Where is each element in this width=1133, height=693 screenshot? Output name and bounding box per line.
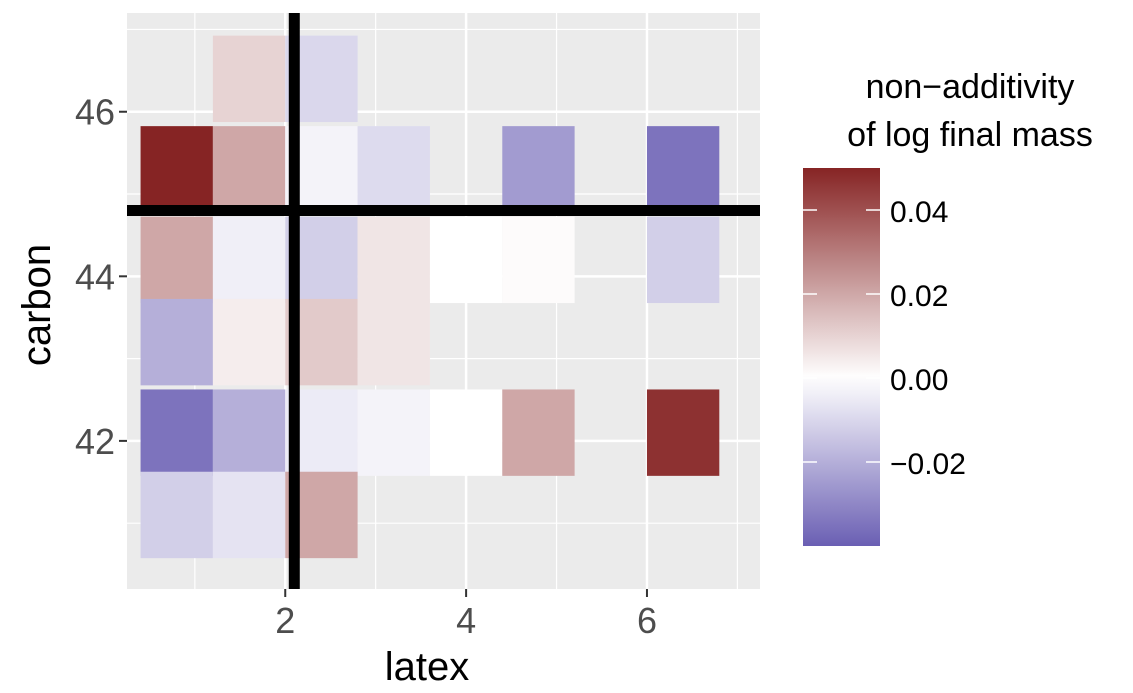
heatmap-cell [502,126,575,213]
legend-tick-label: −0.02 [890,448,966,481]
heatmap-cell [646,216,720,304]
legend-tick-label: 0.02 [890,280,948,313]
heatmap-cell [212,389,286,476]
heatmap-cell [357,298,430,386]
legend-title-line-1: non−additivity [866,68,1075,106]
heatmap-cell [212,126,286,213]
heatmap-cell [646,389,720,476]
legend-tick-label: 0.00 [890,364,948,397]
heatmap-cell [140,126,213,213]
heatmap-cell [357,216,430,304]
legend-tick-label: 0.04 [890,196,948,229]
reference-lines [127,13,760,589]
heatmap-cell [212,35,286,123]
x-axis-title: latex [385,645,470,688]
heatmap-cell [429,216,503,304]
y-axis-title: carbon [15,244,59,366]
y-tick-label: 46 [75,92,115,133]
heatmap-cells [140,35,720,559]
color-legend: non−additivity of log final mass 0.04 0.0… [803,68,1093,546]
legend-colorbar [803,168,880,546]
heatmap-cell [140,389,213,476]
x-tick-label: 4 [456,600,476,641]
y-tick-label: 42 [75,421,115,462]
x-tick-label: 6 [637,600,657,641]
legend-title-line-2: of log final mass [847,116,1093,154]
heatmap-cell [429,389,503,476]
heatmap-cell [502,389,575,476]
x-tick-label: 2 [275,600,295,641]
heatmap-cell [646,126,720,213]
heatmap-cell [212,216,286,304]
heatmap-cell [357,389,430,476]
heatmap-cell [212,471,286,559]
y-tick-label: 44 [75,256,115,297]
heatmap-cell [502,216,575,304]
heatmap-cell [357,126,430,213]
heatmap-cell [140,298,213,386]
heatmap-cell [212,298,286,386]
heatmap-cell [140,471,213,559]
heatmap-cell [140,216,213,304]
